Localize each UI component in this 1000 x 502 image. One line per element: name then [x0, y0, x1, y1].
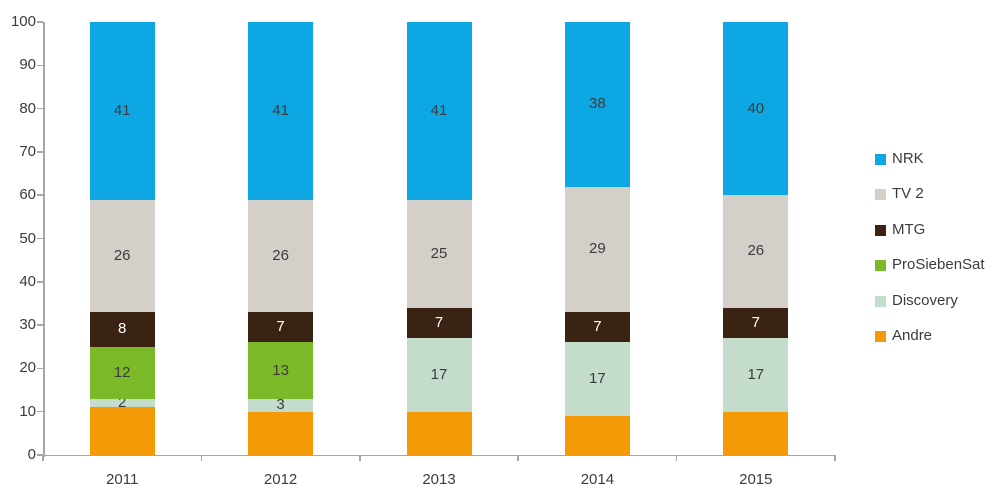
bar-segment-mtg — [564, 312, 630, 343]
bar-segment-tv-2 — [248, 199, 314, 313]
segment-label: 25 — [430, 244, 448, 262]
y-axis-label: 0 — [27, 446, 36, 463]
y-axis-tick — [37, 151, 43, 153]
y-axis-tick — [37, 281, 43, 283]
bar-segment-discovery — [406, 338, 472, 412]
segment-label: 7 — [593, 318, 602, 336]
segment-label: 26 — [272, 246, 289, 264]
x-axis-tick — [200, 455, 203, 461]
y-axis-label: 60 — [19, 186, 36, 204]
legend-label: Discovery — [892, 291, 958, 309]
legend-swatch — [875, 153, 886, 165]
bar-segment-tv-2 — [723, 195, 789, 308]
bar-segment-andre — [89, 407, 155, 455]
segment-label: 41 — [430, 101, 448, 119]
y-axis-label: 40 — [19, 272, 36, 290]
legend-label: Andre — [892, 327, 933, 344]
legend-swatch — [875, 224, 886, 236]
legend-label: NRK — [892, 149, 924, 167]
x-axis-tick — [359, 455, 361, 461]
bar-segment-nrk — [564, 22, 630, 187]
x-axis-tick — [834, 455, 836, 461]
legend-label: ProSiebenSat — [892, 256, 985, 273]
x-axis-line — [43, 454, 835, 456]
bar-segment-prosiebensat — [89, 346, 155, 399]
segment-label: 38 — [589, 95, 606, 113]
segment-label: 40 — [747, 99, 765, 117]
x-axis-tick — [42, 455, 44, 461]
y-axis-label: 90 — [19, 56, 36, 74]
bar-segment-mtg — [406, 307, 472, 339]
bar-segment-andre — [564, 416, 630, 455]
segment-label: 26 — [747, 242, 765, 260]
segment-label: 8 — [118, 320, 127, 338]
segment-label: 12 — [113, 363, 131, 381]
bar-segment-nrk — [406, 22, 472, 200]
x-axis-label: 2014 — [580, 471, 615, 488]
y-axis-tick — [37, 410, 43, 413]
bar-segment-tv-2 — [89, 199, 155, 313]
segment-label: 29 — [589, 240, 606, 258]
y-axis-label: 20 — [19, 359, 36, 377]
segment-label: 41 — [113, 101, 131, 119]
segment-label: 2 — [118, 394, 127, 412]
bar-segment-tv-2 — [564, 186, 630, 313]
bar-segment-discovery — [564, 342, 630, 417]
y-axis-label: 70 — [19, 142, 36, 160]
y-axis-tick — [37, 64, 43, 67]
y-axis-tick — [37, 454, 43, 456]
legend-label: MTG — [892, 220, 926, 238]
segment-label: 17 — [430, 365, 448, 383]
y-axis-label: 50 — [19, 229, 36, 247]
y-axis-tick — [37, 237, 43, 240]
x-axis-tick — [517, 455, 519, 461]
segment-label: 7 — [276, 318, 285, 336]
y-axis-tick — [37, 194, 43, 196]
bar-segment-andre — [723, 411, 789, 455]
bar-segment-mtg — [89, 312, 155, 347]
bar-segment-tv-2 — [406, 199, 472, 308]
bar-segment-mtg — [723, 307, 789, 339]
segment-label: 17 — [747, 365, 765, 383]
segment-label: 3 — [276, 396, 285, 414]
y-axis-label: 100 — [10, 13, 36, 30]
bar-segment-nrk — [248, 22, 314, 200]
bar-segment-prosiebensat — [248, 342, 314, 399]
bar-segment-discovery — [248, 398, 314, 412]
segment-label: 17 — [589, 370, 606, 388]
legend-swatch — [875, 295, 886, 307]
y-axis-tick — [37, 21, 43, 23]
legend-label: TV 2 — [892, 185, 924, 202]
bar-segment-discovery — [89, 398, 155, 408]
legend-swatch — [875, 331, 886, 342]
legend-swatch — [875, 189, 886, 200]
bar-segment-nrk — [723, 22, 789, 196]
y-axis-label: 30 — [19, 316, 36, 334]
segment-label: 13 — [272, 361, 289, 379]
y-axis-tick — [37, 107, 43, 110]
segment-label: 26 — [113, 246, 131, 264]
legend-swatch — [875, 260, 886, 271]
x-axis-label: 2011 — [106, 471, 139, 488]
bar-segment-discovery — [723, 338, 789, 412]
segment-label: 7 — [434, 313, 444, 331]
x-axis-label: 2015 — [739, 471, 773, 488]
y-axis-label: 80 — [19, 99, 36, 117]
segment-label: 41 — [272, 101, 289, 119]
y-axis-tick — [37, 367, 43, 370]
y-axis-label: 10 — [19, 402, 36, 420]
x-axis-tick — [675, 455, 678, 461]
bar-segment-nrk — [89, 22, 155, 200]
segment-label: 7 — [751, 313, 760, 331]
x-axis-label: 2013 — [422, 471, 456, 488]
y-axis-line — [43, 22, 45, 457]
y-axis-tick — [37, 324, 43, 326]
bar-segment-andre — [248, 411, 314, 455]
bar-segment-andre — [406, 411, 472, 455]
bar-segment-mtg — [248, 312, 314, 343]
x-axis-label: 2012 — [263, 471, 298, 488]
